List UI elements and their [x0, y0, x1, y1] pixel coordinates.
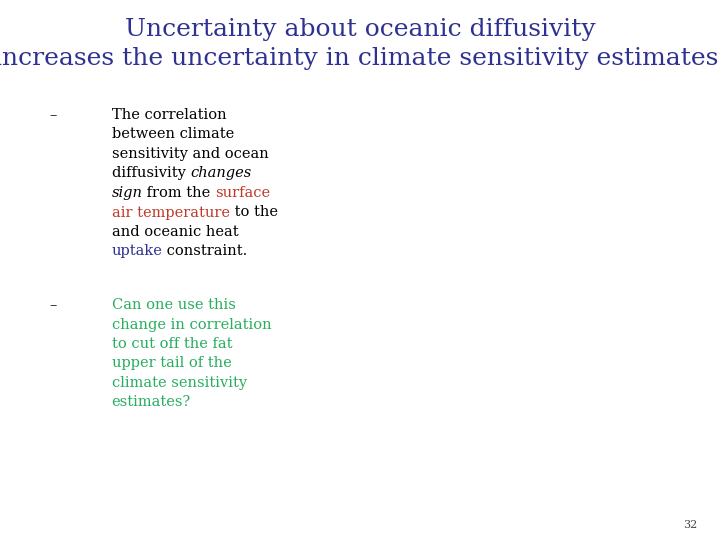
Text: to cut off the fat: to cut off the fat — [112, 337, 232, 351]
Text: from the: from the — [143, 186, 215, 200]
Text: 32: 32 — [683, 520, 697, 530]
Text: to the: to the — [230, 206, 278, 219]
Text: changes: changes — [190, 166, 251, 180]
Text: climate sensitivity: climate sensitivity — [112, 376, 247, 390]
Text: Uncertainty about oceanic diffusivity
increases the uncertainty in climate sensi: Uncertainty about oceanic diffusivity in… — [0, 18, 720, 70]
Text: between climate: between climate — [112, 127, 234, 141]
Text: uptake: uptake — [112, 245, 163, 259]
Text: The correlation: The correlation — [112, 108, 226, 122]
Text: constraint.: constraint. — [163, 245, 248, 259]
Text: surface: surface — [215, 186, 271, 200]
Text: diffusivity: diffusivity — [112, 166, 190, 180]
Text: change in correlation: change in correlation — [112, 318, 271, 332]
Text: upper tail of the: upper tail of the — [112, 356, 231, 370]
Text: sign: sign — [112, 186, 143, 200]
Text: estimates?: estimates? — [112, 395, 191, 409]
Text: air temperature: air temperature — [112, 206, 230, 219]
Text: and oceanic heat: and oceanic heat — [112, 225, 238, 239]
Text: sensitivity and ocean: sensitivity and ocean — [112, 147, 269, 161]
Text: –: – — [49, 298, 56, 312]
Text: Can one use this: Can one use this — [112, 298, 235, 312]
Text: –: – — [49, 108, 56, 122]
